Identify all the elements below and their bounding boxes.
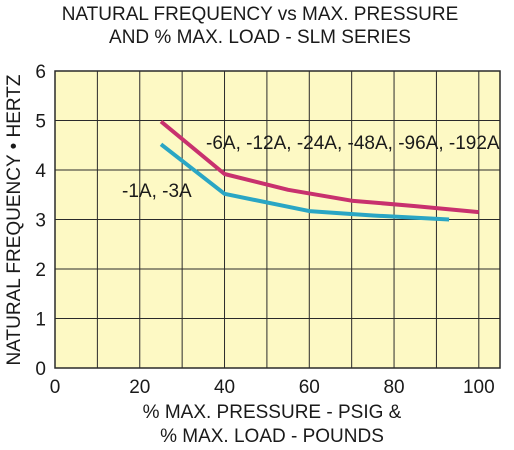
y-tick-label: 3: [35, 211, 46, 232]
x-axis-title-line1: % MAX. PRESSURE - PSIG &: [143, 402, 402, 423]
y-tick-label: 5: [35, 112, 46, 133]
y-tick-label: 1: [35, 310, 46, 331]
series-line-1: [159, 142, 450, 222]
series-label-1a-3a: -1A, -3A: [122, 181, 192, 202]
x-axis-ticks: 0 20 40 60 80 100: [50, 377, 495, 398]
plot-frame: [54, 70, 501, 369]
chart-title: NATURAL FREQUENCY vs MAX. PRESSURE: [62, 4, 459, 25]
x-tick-label: 80: [383, 377, 404, 398]
y-tick-label: 2: [35, 260, 46, 281]
y-tick-label: 0: [35, 359, 46, 380]
series-line-0: [159, 119, 479, 215]
grid: [55, 71, 500, 368]
x-axis-title-line2: % MAX. LOAD - POUNDS: [160, 426, 384, 447]
x-tick-label: 100: [463, 377, 495, 398]
y-tick-label: 6: [35, 62, 46, 83]
x-tick-label: 60: [299, 377, 320, 398]
x-tick-label: 20: [129, 377, 150, 398]
chart-subtitle: AND % MAX. LOAD - SLM SERIES: [109, 27, 411, 48]
y-axis-title: NATURAL FREQUENCY • HERTZ: [4, 74, 25, 365]
series-lines: [159, 119, 479, 222]
y-tick-label: 4: [35, 161, 46, 182]
series-label-6a-192a: -6A, -12A, -24A, -48A, -96A, -192A: [206, 133, 500, 154]
x-tick-label: 40: [214, 377, 235, 398]
x-tick-label: 0: [50, 377, 61, 398]
y-axis-ticks: 0 1 2 3 4 5 6: [35, 62, 46, 380]
